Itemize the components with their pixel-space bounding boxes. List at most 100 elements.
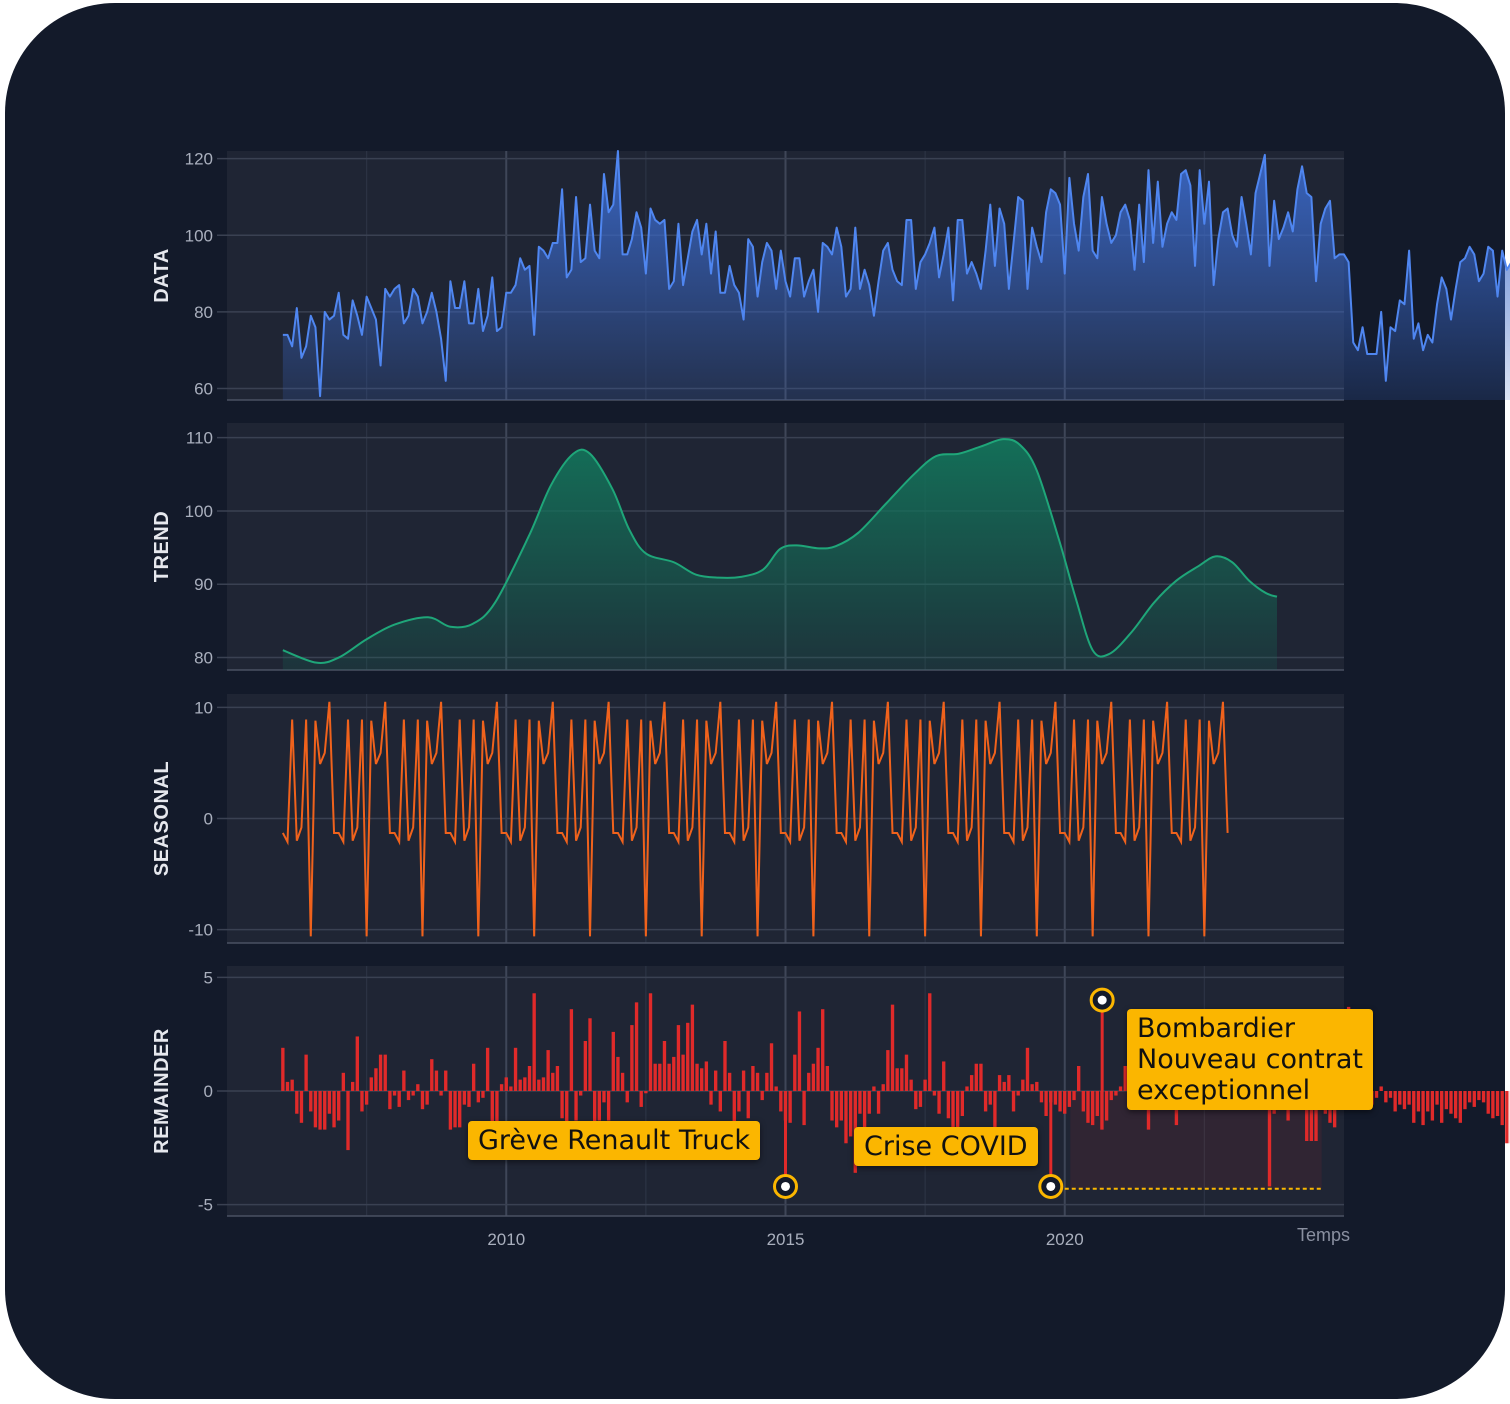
remainder-bar <box>1058 1091 1062 1112</box>
remainder-bar <box>1500 1091 1504 1126</box>
remainder-bar <box>341 1072 346 1091</box>
remainder-bar <box>709 1091 713 1105</box>
remainder-bar <box>890 1004 895 1091</box>
remainder-bar <box>1453 1091 1458 1119</box>
remainder-bar <box>653 1063 657 1091</box>
remainder-bar <box>700 1068 704 1091</box>
remainder-bar <box>1467 1091 1472 1103</box>
remainder-bar <box>1388 1091 1393 1098</box>
remainder-bar <box>574 1091 578 1121</box>
remainder-bar <box>737 1091 741 1112</box>
annotation-marker-dot <box>1097 995 1107 1005</box>
remainder-bar <box>932 1091 937 1096</box>
remainder-bar <box>1379 1086 1383 1091</box>
trend-area <box>282 439 1277 670</box>
remainder-bar <box>551 1072 555 1091</box>
y-tick-label: 0 <box>204 1082 213 1101</box>
panel-label: TREND <box>151 511 173 582</box>
annotation-label: Crise COVID <box>854 1127 1038 1166</box>
remainder-bar <box>686 1022 690 1091</box>
remainder-bar <box>323 1091 327 1130</box>
remainder-bar <box>909 1079 913 1091</box>
remainder-bar <box>667 1063 671 1091</box>
remainder-bar <box>485 1047 490 1091</box>
remainder-bar <box>1072 1091 1076 1101</box>
remainder-bar <box>755 1072 760 1091</box>
remainder-bar <box>392 1091 397 1096</box>
remainder-bar <box>1118 1086 1123 1091</box>
remainder-bar <box>523 1077 527 1091</box>
remainder-bar <box>900 1068 904 1091</box>
y-tick-label: -5 <box>198 1196 213 1215</box>
remainder-bar <box>1458 1091 1462 1123</box>
remainder-bar <box>1309 1091 1314 1141</box>
remainder-bar <box>979 1063 983 1091</box>
remainder-bar <box>332 1091 336 1128</box>
remainder-bar <box>1090 1091 1095 1126</box>
remainder-bar <box>290 1079 294 1091</box>
remainder-bar <box>993 1091 997 1146</box>
remainder-bar <box>844 1091 848 1144</box>
remainder-bar <box>1123 1066 1127 1091</box>
remainder-bar <box>1100 1091 1104 1130</box>
remainder-bar <box>1077 1066 1081 1091</box>
remainder-bar <box>402 1070 406 1091</box>
y-tick-label: 80 <box>194 303 213 322</box>
remainder-bar <box>1398 1091 1402 1105</box>
remainder-bar <box>765 1072 769 1091</box>
remainder-bar <box>1039 1091 1044 1103</box>
remainder-bar <box>1505 1091 1509 1144</box>
remainder-bar <box>834 1091 839 1128</box>
remainder-bar <box>904 1054 909 1091</box>
remainder-bar <box>462 1091 467 1105</box>
remainder-bar <box>839 1091 844 1121</box>
remainder-bar <box>616 1056 620 1091</box>
remainder-bar <box>895 1068 899 1091</box>
remainder-bar <box>807 1072 811 1091</box>
y-tick-label: 100 <box>185 502 213 521</box>
remainder-bar <box>1044 1091 1048 1116</box>
y-tick-label: 80 <box>194 649 213 668</box>
remainder-bar <box>304 1054 308 1091</box>
remainder-bar <box>1384 1091 1388 1103</box>
panel-label: DATA <box>151 248 173 303</box>
remainder-bar <box>1481 1091 1486 1103</box>
remainder-bar <box>620 1072 625 1091</box>
y-tick-label: 90 <box>194 575 213 594</box>
remainder-bar <box>1021 1079 1025 1091</box>
remainder-bar <box>430 1059 434 1091</box>
panel-label: REMAINDER <box>151 1028 173 1154</box>
remainder-bar <box>1477 1091 1481 1101</box>
remainder-bar <box>639 1091 643 1107</box>
remainder-bar <box>313 1091 318 1128</box>
remainder-bar <box>630 1025 634 1091</box>
remainder-bar <box>1412 1091 1416 1123</box>
remainder-bar <box>1030 1084 1034 1091</box>
remainder-bar <box>662 1041 667 1091</box>
remainder-bar <box>1035 1081 1039 1091</box>
remainder-bar <box>644 1091 648 1094</box>
remainder-bar <box>1053 1091 1058 1105</box>
remainder-bar <box>690 1004 695 1091</box>
remainder-bar <box>802 1091 806 1126</box>
panel-seasonal: -10 0 10 SEASONAL <box>151 694 1344 944</box>
remainder-bar <box>937 1091 941 1114</box>
remainder-bar <box>1314 1091 1318 1141</box>
remainder-bar <box>830 1091 834 1121</box>
x-axis-title: Temps <box>1297 1225 1350 1245</box>
remainder-bar <box>560 1091 564 1119</box>
remainder-bar <box>537 1079 541 1091</box>
remainder-bar <box>858 1091 862 1114</box>
remainder-bar <box>425 1091 429 1105</box>
remainder-bar <box>825 1066 830 1091</box>
remainder-bar <box>1393 1091 1397 1112</box>
remainder-bar <box>1002 1081 1006 1091</box>
remainder-bar <box>532 993 536 1091</box>
y-tick-label: 110 <box>186 429 213 448</box>
remainder-bar <box>658 1063 662 1091</box>
annotation-marker-dot <box>781 1181 790 1191</box>
x-tick-label: 2020 <box>1046 1230 1084 1249</box>
remainder-bar <box>811 1063 816 1091</box>
remainder-bar <box>299 1091 304 1123</box>
remainder-bar <box>751 1066 755 1091</box>
